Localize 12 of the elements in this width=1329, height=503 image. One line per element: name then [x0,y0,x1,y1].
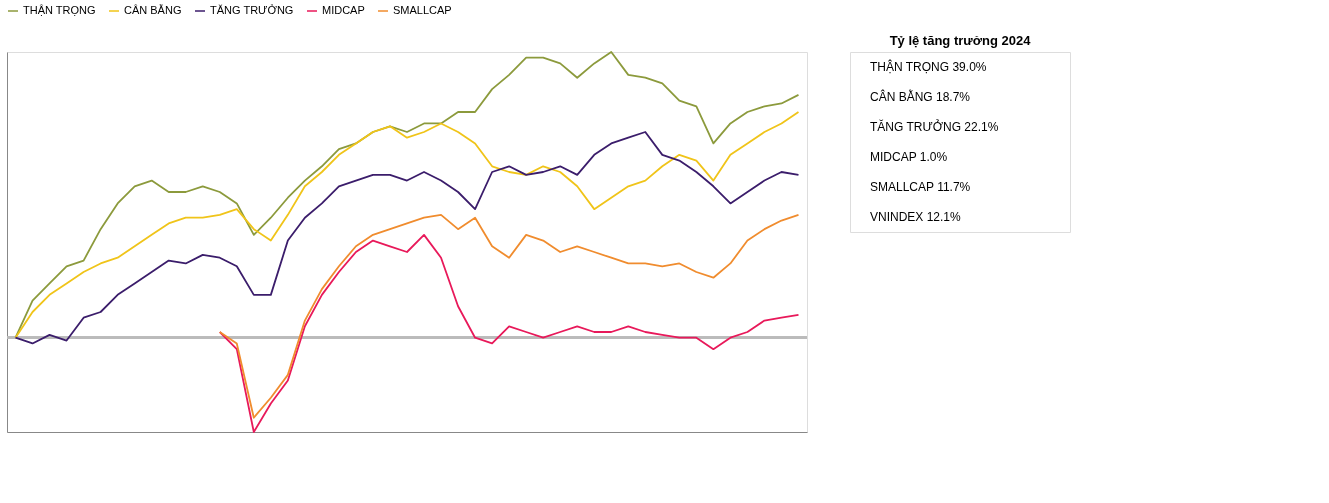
text: THẬN TRỌNG 39.0% [870,59,987,74]
text: MIDCAP 1.0% [870,150,948,164]
legend-label: CÂN BẰNG [124,4,182,16]
legend-label: THẬN TRỌNG [23,4,96,16]
legend-label: TĂNG TRƯỞNG [210,4,294,16]
text: TĂNG TRƯỞNG 22.1% [870,119,999,134]
legend-label: MIDCAP [322,4,365,16]
text: Tỷ lệ tăng trưởng 2024 [889,33,1032,48]
text: SMALLCAP 11.7% [870,180,971,194]
text: CÂN BẰNG 18.7% [870,89,971,104]
text: VNINDEX 12.1% [870,210,962,224]
legend-label: SMALLCAP [393,4,452,16]
